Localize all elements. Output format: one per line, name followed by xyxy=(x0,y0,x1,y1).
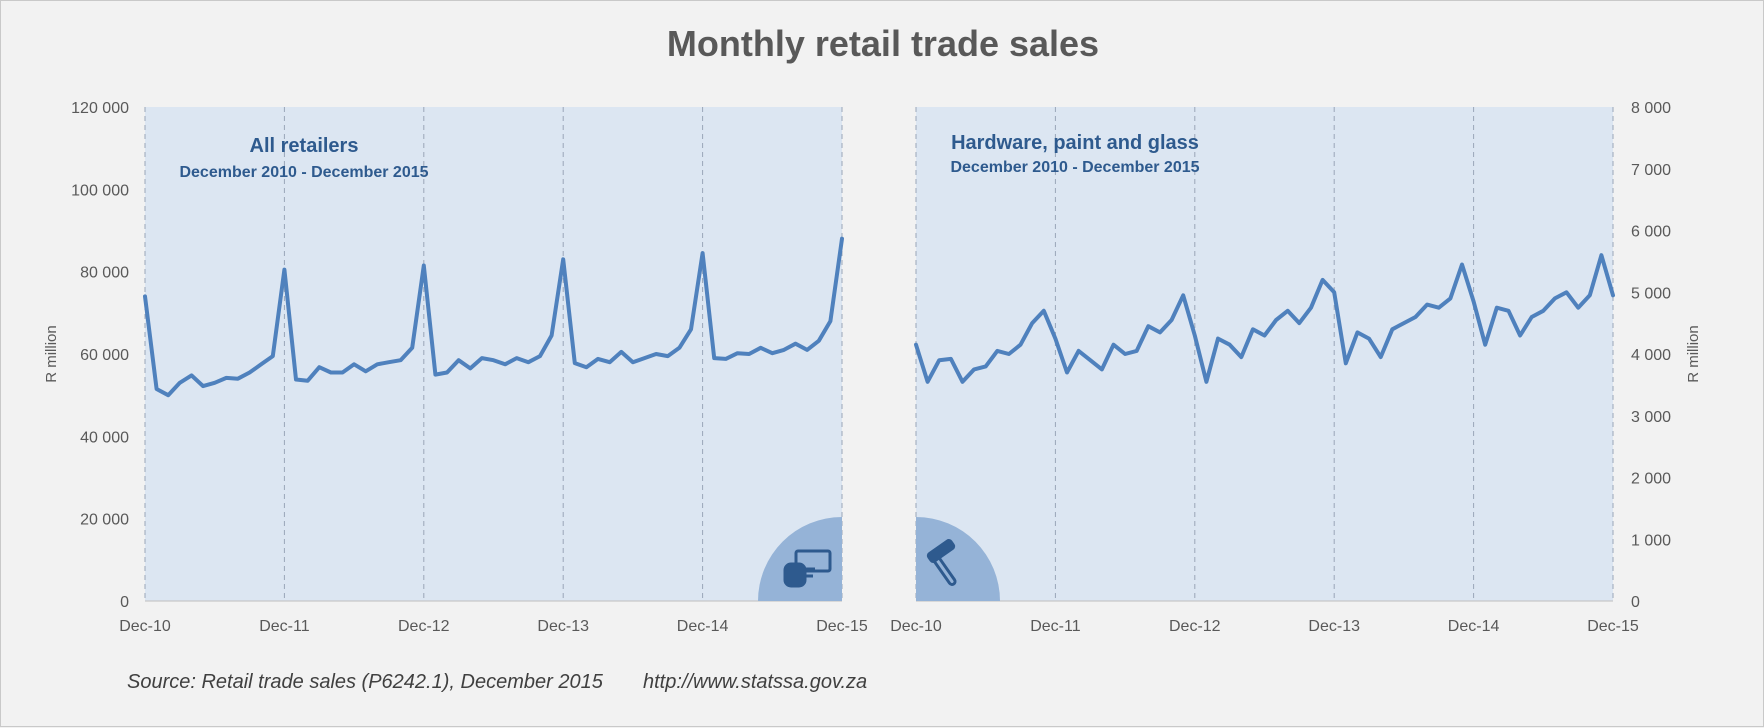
x-tick-label: Dec-14 xyxy=(677,618,729,635)
x-tick-label: Dec-10 xyxy=(890,618,942,635)
money-hand-icon xyxy=(783,549,832,588)
panel-title: Hardware, paint and glass xyxy=(951,132,1199,154)
source-url-link[interactable]: http://www.statssa.gov.za xyxy=(643,671,868,693)
x-tick-label: Dec-15 xyxy=(816,618,868,635)
icon-circle xyxy=(916,517,1000,601)
y-tick-label: 6 000 xyxy=(1631,224,1671,241)
panel-subtitle: December 2010 - December 2015 xyxy=(179,164,428,181)
y-tick-label: 8 000 xyxy=(1631,100,1671,117)
hammer-icon xyxy=(926,539,957,586)
chart-panel-1: 0 20 000 40 000 60 000 80 000 100 000 120 000 D… xyxy=(43,100,868,635)
x-tick-label: Dec-13 xyxy=(537,618,589,635)
y-tick-label: 3 000 xyxy=(1631,409,1671,426)
x-tick-label: Dec-15 xyxy=(1587,618,1639,635)
y-axis-label: R million xyxy=(43,325,60,383)
x-tick-label: Dec-11 xyxy=(259,618,309,635)
y-tick-label: 7 000 xyxy=(1631,162,1671,179)
y-tick-label: 80 000 xyxy=(80,265,129,282)
icon-circle xyxy=(758,517,842,601)
x-tick-label: Dec-14 xyxy=(1448,618,1500,635)
y-tick-label: 1 000 xyxy=(1631,532,1671,549)
series-line xyxy=(914,253,1615,384)
x-tick-label: Dec-11 xyxy=(1030,618,1080,635)
y-tick-label: 0 xyxy=(120,594,129,611)
y-tick-label: 5 000 xyxy=(1631,285,1671,302)
x-tick-label: Dec-13 xyxy=(1308,618,1360,635)
plot-area xyxy=(145,107,842,601)
y-tick-label: 20 000 xyxy=(80,512,129,529)
x-tick-label: Dec-12 xyxy=(398,618,450,635)
x-tick-label: Dec-10 xyxy=(119,618,171,635)
panel-subtitle: December 2010 - December 2015 xyxy=(950,159,1199,176)
y-tick-label: 100 000 xyxy=(71,182,129,199)
y-tick-label: 4 000 xyxy=(1631,347,1671,364)
source-text: Source: Retail trade sales (P6242.1), De… xyxy=(127,671,603,693)
plot-area xyxy=(916,107,1613,601)
y-tick-label: 0 xyxy=(1631,594,1640,611)
y-axis-label: R million xyxy=(1685,325,1702,383)
y-tick-label: 2 000 xyxy=(1631,471,1671,488)
y-tick-label: 40 000 xyxy=(80,429,129,446)
y-tick-label: 60 000 xyxy=(80,347,129,364)
main-title: Monthly retail trade sales xyxy=(666,23,1100,64)
series-line xyxy=(143,236,844,398)
x-tick-label: Dec-12 xyxy=(1169,618,1221,635)
panel-title: All retailers xyxy=(250,135,359,157)
chart-panel-2: 0 1 000 2 000 3 000 4 000 5 000 6 000 7 000 8 00… xyxy=(890,100,1702,635)
y-tick-label: 120 000 xyxy=(71,100,129,117)
